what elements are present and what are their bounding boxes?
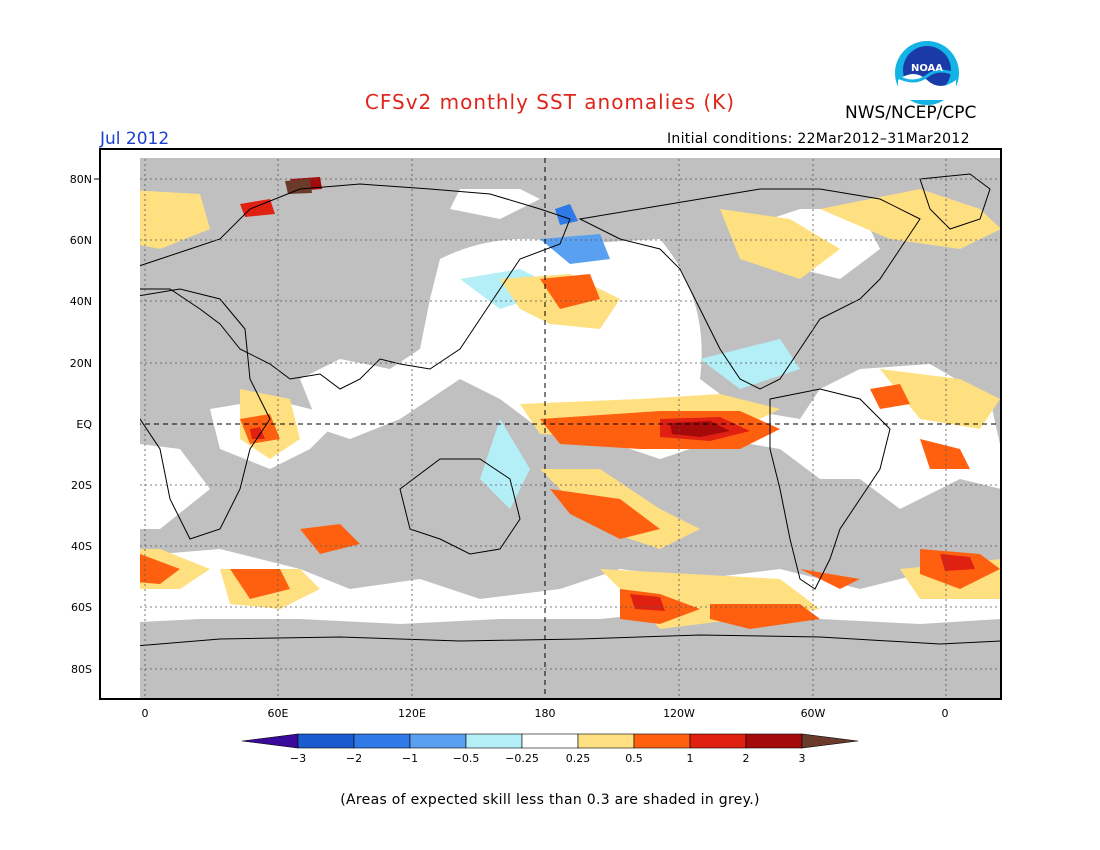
lat-label: 40S	[71, 540, 92, 553]
lon-label: 60W	[801, 707, 826, 720]
lat-label: 60S	[71, 601, 92, 614]
legend-label: −1	[402, 752, 418, 765]
initial-conditions: Initial conditions: 22Mar2012–31Mar2012	[667, 131, 970, 147]
chart-title: CFSv2 monthly SST anomalies (K)	[364, 90, 736, 114]
legend-label: 3	[799, 752, 806, 765]
legend-labels: −3 −2 −1 −0.5 −0.25 0.25 0.5 1 2 3	[290, 752, 806, 765]
forecast-month: Jul 2012	[100, 129, 170, 149]
lon-label: 0	[942, 707, 949, 720]
legend-boxes	[241, 733, 859, 749]
legend-label: 1	[687, 752, 694, 765]
longitude-labels: 0 60E 120E 180 120W 60W 0	[142, 707, 949, 720]
sst-anomaly-map: 80N 60N 40N 20N EQ 20S 40S 60S 80S 0 60E…	[70, 148, 1002, 720]
color-legend: −3 −2 −1 −0.5 −0.25 0.25 0.5 1 2 3	[241, 733, 859, 765]
legend-box	[409, 733, 467, 749]
lon-label: 0	[142, 707, 149, 720]
legend-arrow-min	[241, 733, 299, 749]
coastlines	[140, 173, 1002, 647]
legend-label: −0.5	[453, 752, 480, 765]
map-field	[140, 158, 1002, 699]
legend-box	[297, 733, 355, 749]
lat-label: 40N	[70, 295, 92, 308]
equator-dateline	[140, 158, 1001, 699]
legend-box	[633, 733, 691, 749]
legend-box	[689, 733, 747, 749]
legend-label: 0.5	[625, 752, 643, 765]
legend-box	[577, 733, 635, 749]
legend-label: 0.25	[566, 752, 591, 765]
skill-footnote: (Areas of expected skill less than 0.3 a…	[340, 792, 760, 808]
noaa-logo: NOAA	[895, 41, 959, 105]
legend-box	[521, 733, 579, 749]
legend-label: −3	[290, 752, 306, 765]
lat-label: 60N	[70, 234, 92, 247]
lat-label: 20S	[71, 479, 92, 492]
lon-label: 120W	[663, 707, 695, 720]
strong-negative-anomalies	[555, 204, 578, 225]
lat-label: EQ	[76, 418, 92, 431]
extreme-positive-anomalies	[285, 179, 312, 194]
legend-arrow-max	[801, 733, 859, 749]
legend-box	[745, 733, 803, 749]
legend-label: −0.25	[505, 752, 539, 765]
legend-label: 2	[743, 752, 750, 765]
map-frame	[99, 148, 1002, 700]
lon-label: 180	[535, 707, 556, 720]
lat-lon-gridlines	[140, 158, 1001, 699]
legend-box	[465, 733, 523, 749]
lon-label: 120E	[398, 707, 426, 720]
latitude-labels: 80N 60N 40N 20N EQ 20S 40S 60S 80S	[70, 173, 100, 676]
lat-label: 20N	[70, 357, 92, 370]
legend-box	[353, 733, 411, 749]
lat-label: 80N	[70, 173, 92, 186]
lat-label: 80S	[71, 663, 92, 676]
agency-label: NWS/NCEP/CPC	[845, 103, 977, 123]
legend-label: −2	[346, 752, 362, 765]
lon-label: 60E	[268, 707, 289, 720]
logo-text: NOAA	[911, 63, 943, 74]
